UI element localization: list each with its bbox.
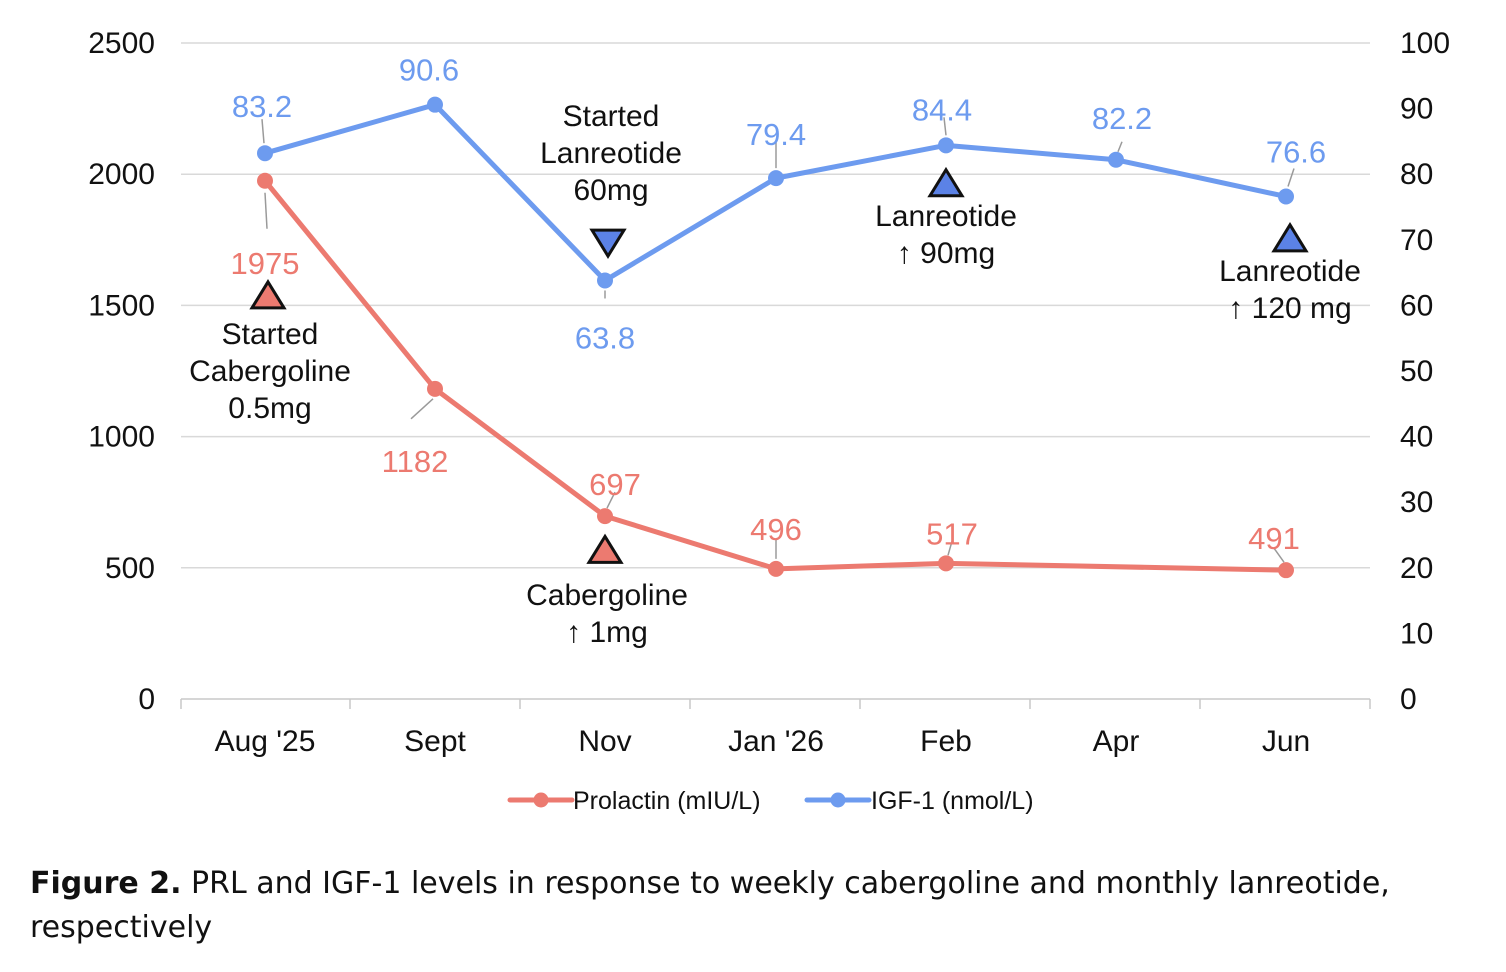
series-1-data-label-2: 63.8 — [575, 320, 635, 355]
series-1-point-4 — [938, 137, 954, 154]
legend-label-0: Prolactin (mIU/L) — [573, 787, 761, 815]
series-0-point-3 — [768, 560, 784, 577]
y-right-tick-label-50: 50 — [1400, 355, 1433, 388]
y-right-tick-label-10: 10 — [1400, 617, 1433, 650]
series-0-data-label-3: 496 — [750, 512, 802, 547]
series-0-leader-2 — [606, 491, 616, 509]
legend-marker-1 — [830, 792, 846, 808]
series-0-point-0 — [257, 172, 273, 189]
annotation-text-started-cabergoline-0: Started — [222, 318, 319, 351]
y-right-tick-label-0: 0 — [1400, 683, 1417, 716]
series-1-data-label-5: 82.2 — [1092, 101, 1152, 136]
series-0-data-label-0: 1975 — [231, 246, 300, 281]
series-0-data-label-4: 517 — [926, 516, 978, 551]
series-0-point-6 — [1278, 562, 1294, 579]
x-tick-label-1: Sept — [404, 725, 466, 758]
y-right-tick-label-70: 70 — [1400, 224, 1433, 257]
series-0-leader-1 — [410, 398, 434, 420]
series-0-point-2 — [597, 508, 613, 525]
annotation-marker-started-lanreotide — [589, 228, 627, 259]
series-1-point-3 — [768, 170, 784, 187]
annotation-text-lanreotide-90-1: ↑ 90mg — [897, 237, 995, 270]
annotation-text-lanreotide-120-1: ↑ 120 mg — [1228, 292, 1351, 325]
chart: 0 500 1000 1500 2000 2500 0 10 20 30 40 50 60 70 80 90 1… — [88, 27, 1450, 815]
x-tick-label-4: Feb — [920, 725, 972, 758]
series-1-data-label-1: 90.6 — [399, 53, 459, 88]
series-1-leader-4 — [943, 117, 947, 136]
series-0-point-1 — [427, 380, 443, 397]
series-1-data-label-4: 84.4 — [912, 92, 972, 127]
y-left-tick-label-500: 500 — [105, 552, 155, 585]
y-right-tick-label-30: 30 — [1400, 486, 1433, 519]
series-0-leader-0 — [264, 192, 268, 229]
series-0-data-label-1: 1182 — [382, 444, 449, 479]
legend-label-1: IGF-1 (nmol/L) — [871, 787, 1034, 815]
annotation-text-cabergoline-increase-0: Cabergoline — [526, 579, 688, 612]
y-left-tick-label-0: 0 — [138, 683, 155, 716]
annotation-marker-lanreotide-90 — [927, 166, 965, 198]
series-1-leader-5 — [1117, 141, 1123, 153]
y-right-tick-label-20: 20 — [1400, 552, 1433, 585]
series-1-point-1 — [427, 96, 443, 113]
series-0-data-label-6: 491 — [1248, 521, 1300, 556]
y-left-tick-label-1000: 1000 — [88, 421, 155, 454]
series-1-data-label-0: 83.2 — [232, 89, 292, 124]
annotation-marker-lanreotide-120 — [1271, 221, 1309, 253]
figure-caption-text: PRL and IGF-1 levels in response to week… — [30, 866, 1390, 945]
x-tick-label-3: Jan '26 — [728, 725, 824, 758]
annotation-text-started-cabergoline-1: Cabergoline — [189, 355, 351, 388]
x-tick-label-6: Jun — [1262, 725, 1310, 758]
series-1-data-label-3: 79.4 — [746, 117, 806, 152]
legend-marker-0 — [533, 792, 549, 808]
series-1-leader-0 — [261, 119, 265, 144]
annotation-text-started-lanreotide-1: Lanreotide — [540, 137, 682, 170]
annotation-text-lanreotide-90-0: Lanreotide — [875, 200, 1017, 233]
y-left-tick-label-2000: 2000 — [88, 158, 155, 191]
series-0-leader-6 — [1273, 547, 1285, 563]
y-right-tick-label-90: 90 — [1400, 93, 1433, 126]
x-tick-label-5: Apr — [1093, 725, 1140, 758]
y-right-tick-label-60: 60 — [1400, 289, 1433, 322]
annotation-text-started-lanreotide-0: Started — [563, 100, 660, 133]
series-1-point-2 — [597, 272, 613, 289]
annotation-text-started-cabergoline-2: 0.5mg — [228, 392, 311, 425]
series-line-0 — [262, 178, 1289, 573]
series-1-leader-6 — [1287, 168, 1295, 187]
series-0-point-4 — [938, 555, 954, 572]
series-0-data-label-2: 697 — [589, 467, 641, 502]
annotation-text-lanreotide-120-0: Lanreotide — [1219, 255, 1361, 288]
y-right-tick-label-40: 40 — [1400, 421, 1433, 454]
figure-caption-label: Figure 2. — [30, 866, 182, 901]
series-1-point-0 — [257, 145, 273, 162]
y-left-tick-label-2500: 2500 — [88, 27, 155, 60]
y-right-tick-label-80: 80 — [1400, 158, 1433, 191]
series-1-point-5 — [1108, 151, 1124, 168]
y-left-tick-label-1500: 1500 — [88, 289, 155, 322]
annotation-marker-started-cabergoline — [249, 279, 287, 310]
x-tick-label-2: Nov — [578, 725, 631, 758]
x-tick-label-0: Aug '25 — [215, 725, 316, 758]
series-0-leader-4 — [947, 541, 953, 556]
figure-caption: Figure 2. PRL and IGF-1 levels in respon… — [30, 862, 1490, 950]
annotation-text-cabergoline-increase-1: ↑ 1mg — [566, 616, 648, 649]
series-1-data-label-6: 76.6 — [1266, 135, 1326, 170]
annotation-marker-cabergoline-increase — [586, 533, 624, 564]
annotation-text-started-lanreotide-2: 60mg — [573, 174, 648, 207]
y-right-tick-label-100: 100 — [1400, 27, 1450, 60]
series-1-point-6 — [1278, 188, 1294, 205]
